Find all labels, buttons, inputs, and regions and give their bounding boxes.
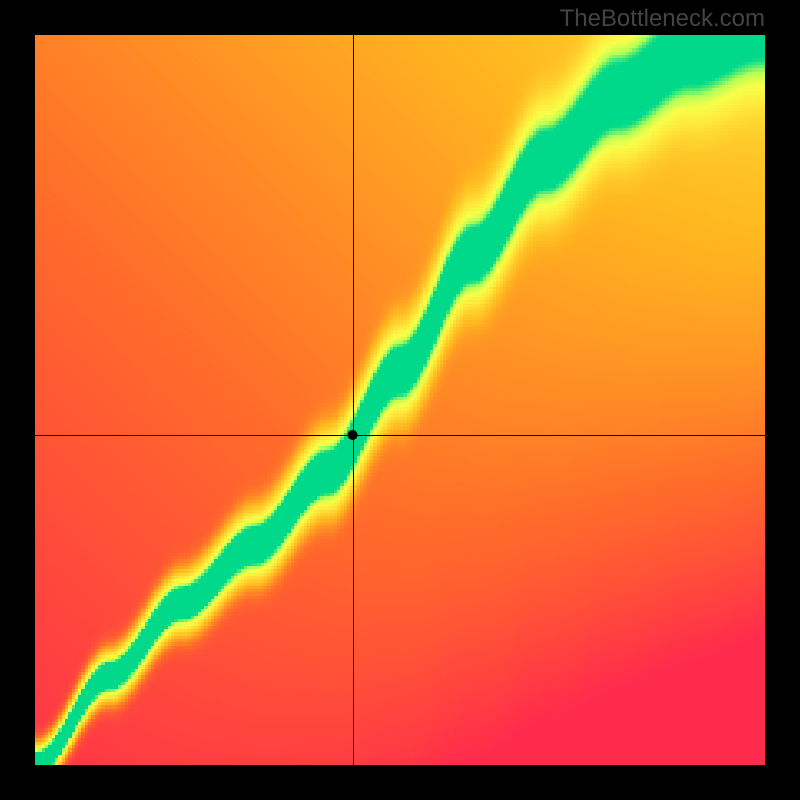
chart-container: TheBottleneck.com bbox=[0, 0, 800, 800]
bottleneck-heatmap bbox=[35, 35, 765, 765]
watermark-text: TheBottleneck.com bbox=[560, 5, 765, 33]
